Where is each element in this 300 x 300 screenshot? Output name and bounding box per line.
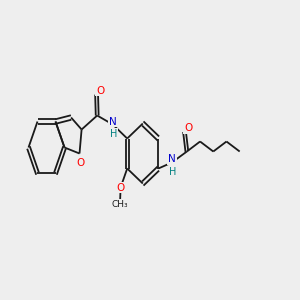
Text: CH₃: CH₃ [111, 200, 128, 209]
Text: N: N [168, 154, 176, 164]
Text: N: N [109, 116, 117, 127]
Text: O: O [184, 123, 193, 133]
Text: H: H [169, 167, 176, 176]
Text: H: H [110, 129, 117, 139]
Text: O: O [76, 158, 85, 167]
Text: O: O [96, 85, 104, 95]
Text: O: O [116, 182, 124, 193]
